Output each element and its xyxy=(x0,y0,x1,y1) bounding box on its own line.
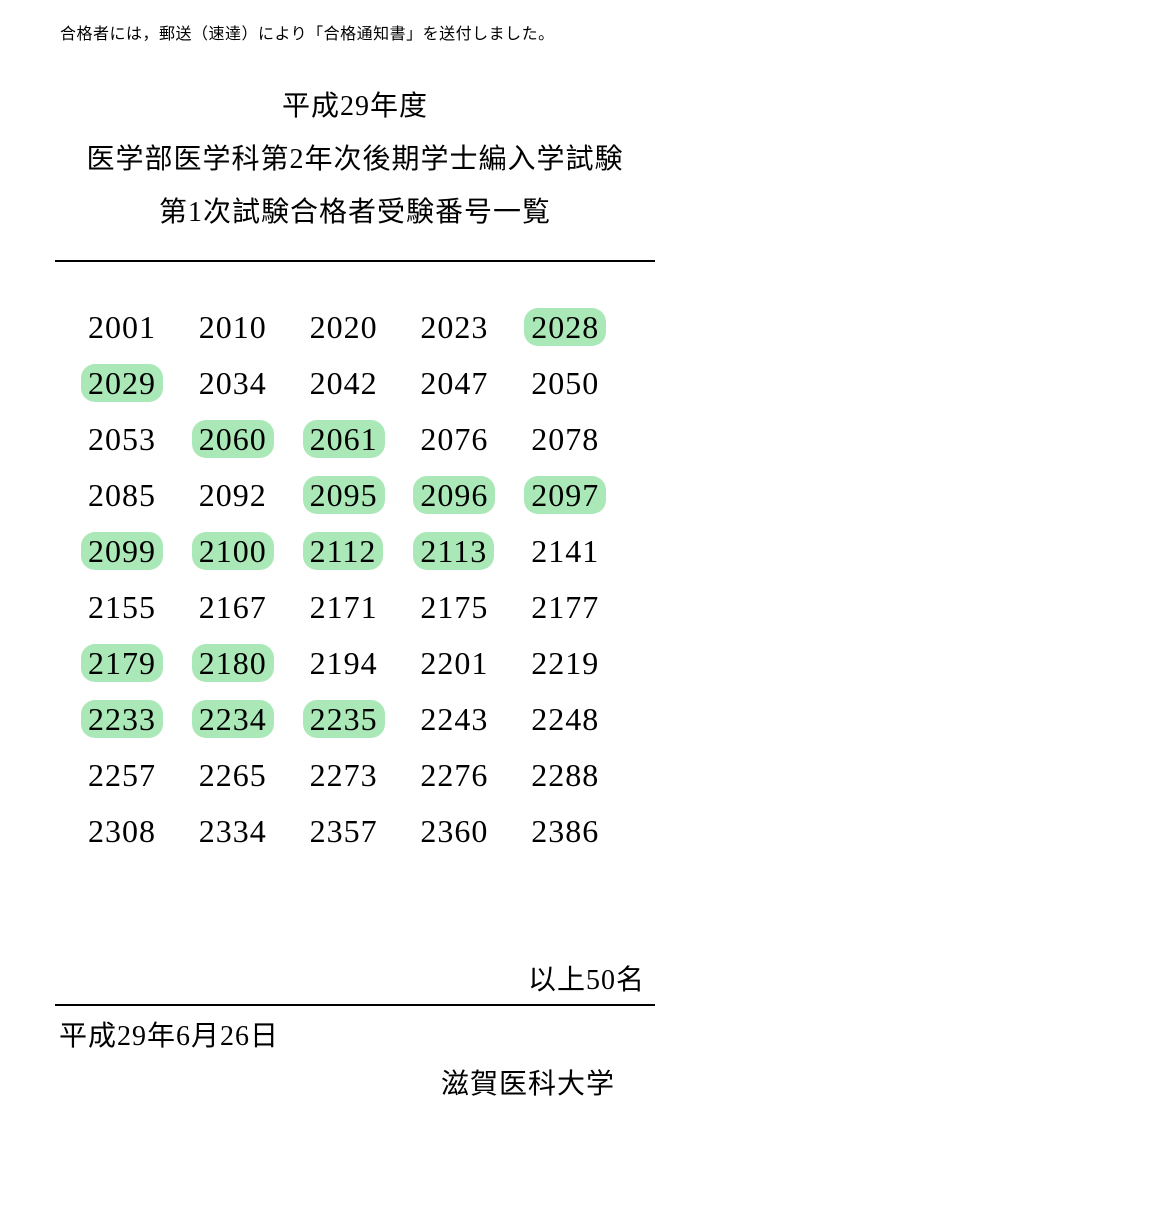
examinee-number: 2257 xyxy=(81,756,192,794)
number-grid: 20012010202020232028 20292034204220472050… xyxy=(55,268,655,888)
number-row: 20532060206120762078 xyxy=(81,420,635,458)
examinee-number: 2180 xyxy=(192,644,303,682)
examinee-number: 2097 xyxy=(524,476,635,514)
examinee-number: 2034 xyxy=(192,364,303,402)
examinee-number: 2042 xyxy=(303,364,414,402)
header-exam-name: 医学部医学科第2年次後期学士編入学試験 xyxy=(55,133,655,186)
examinee-number: 2177 xyxy=(524,588,635,626)
examinee-number: 2095 xyxy=(303,476,414,514)
examinee-number: 2155 xyxy=(81,588,192,626)
examinee-number: 2273 xyxy=(303,756,414,794)
number-row: 22572265227322762288 xyxy=(81,756,635,794)
examinee-number: 2029 xyxy=(81,364,192,402)
summary-count: 以上50名 xyxy=(55,958,655,998)
examinee-number: 2167 xyxy=(192,588,303,626)
examinee-number: 2076 xyxy=(413,420,524,458)
result-block: 平成29年度 医学部医学科第2年次後期学士編入学試験 第1次試験合格者受験番号一… xyxy=(55,80,655,1102)
number-row: 20012010202020232028 xyxy=(81,308,635,346)
announcement-date: 平成29年6月26日 xyxy=(59,1014,655,1054)
examinee-number: 2047 xyxy=(413,364,524,402)
examinee-number: 2265 xyxy=(192,756,303,794)
number-row: 20992100211221132141 xyxy=(81,532,635,570)
examinee-number: 2248 xyxy=(524,700,635,738)
mailing-notice: 合格者には，郵送（速達）により「合格通知書」を送付しました。 xyxy=(60,20,1152,44)
examinee-number: 2096 xyxy=(413,476,524,514)
examinee-number: 2360 xyxy=(413,812,524,850)
examinee-number: 2179 xyxy=(81,644,192,682)
examinee-number: 2020 xyxy=(303,308,414,346)
bottom-rule xyxy=(55,1004,655,1006)
examinee-number: 2028 xyxy=(524,308,635,346)
examinee-number: 2308 xyxy=(81,812,192,850)
examinee-number: 2061 xyxy=(303,420,414,458)
number-row: 22332234223522432248 xyxy=(81,700,635,738)
examinee-number: 2053 xyxy=(81,420,192,458)
examinee-number: 2171 xyxy=(303,588,414,626)
number-row: 21792180219422012219 xyxy=(81,644,635,682)
examinee-number: 2201 xyxy=(413,644,524,682)
examinee-number: 2194 xyxy=(303,644,414,682)
examinee-number: 2219 xyxy=(524,644,635,682)
examinee-number: 2113 xyxy=(413,532,524,570)
number-row: 20292034204220472050 xyxy=(81,364,635,402)
examinee-number: 2234 xyxy=(192,700,303,738)
header: 平成29年度 医学部医学科第2年次後期学士編入学試験 第1次試験合格者受験番号一… xyxy=(55,80,655,240)
header-list-title: 第1次試験合格者受験番号一覧 xyxy=(55,186,655,239)
examinee-number: 2050 xyxy=(524,364,635,402)
examinee-number: 2060 xyxy=(192,420,303,458)
examinee-number: 2078 xyxy=(524,420,635,458)
examinee-number: 2276 xyxy=(413,756,524,794)
examinee-number: 2001 xyxy=(81,308,192,346)
top-rule xyxy=(55,260,655,262)
examinee-number: 2023 xyxy=(413,308,524,346)
examinee-number: 2112 xyxy=(303,532,414,570)
examinee-number: 2334 xyxy=(192,812,303,850)
examinee-number: 2100 xyxy=(192,532,303,570)
number-row: 21552167217121752177 xyxy=(81,588,635,626)
examinee-number: 2010 xyxy=(192,308,303,346)
examinee-number: 2288 xyxy=(524,756,635,794)
header-year: 平成29年度 xyxy=(55,80,655,133)
examinee-number: 2386 xyxy=(524,812,635,850)
number-row: 20852092209520962097 xyxy=(81,476,635,514)
examinee-number: 2243 xyxy=(413,700,524,738)
university-name: 滋賀医科大学 xyxy=(55,1062,655,1102)
examinee-number: 2092 xyxy=(192,476,303,514)
examinee-number: 2357 xyxy=(303,812,414,850)
examinee-number: 2099 xyxy=(81,532,192,570)
examinee-number: 2141 xyxy=(524,532,635,570)
footer: 平成29年6月26日 滋賀医科大学 xyxy=(55,1014,655,1102)
examinee-number: 2233 xyxy=(81,700,192,738)
examinee-number: 2235 xyxy=(303,700,414,738)
examinee-number: 2085 xyxy=(81,476,192,514)
number-row: 23082334235723602386 xyxy=(81,812,635,850)
examinee-number: 2175 xyxy=(413,588,524,626)
